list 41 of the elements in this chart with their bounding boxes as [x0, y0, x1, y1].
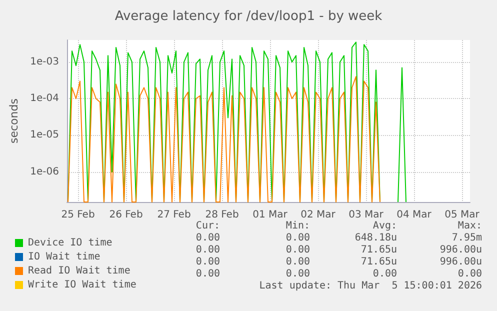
text: Min:: [286, 220, 310, 232]
x-tick-label: 28 Feb: [205, 210, 239, 220]
text: 996.00u: [440, 244, 482, 256]
text: 0.00: [286, 244, 310, 256]
x-tick-label: 25 Feb: [61, 210, 95, 220]
x-tick-label: 27 Feb: [157, 210, 191, 220]
x-tick-label: 05 Mar: [444, 210, 480, 220]
x-tick-label: 03 Mar: [348, 210, 384, 220]
text: 996.00u: [440, 256, 482, 268]
text: 0.00: [458, 268, 482, 280]
text: 0.00: [286, 256, 310, 268]
text: Cur:: [196, 220, 220, 232]
x-tick-label: 02 Mar: [300, 210, 336, 220]
text: 0.00: [286, 268, 310, 280]
text: 648.18u: [354, 232, 398, 244]
text: 0.00: [196, 256, 220, 268]
x-tick-label: 26 Feb: [109, 210, 143, 220]
legend-label: Device IO time: [28, 238, 112, 248]
y-tick-label: 1e-06: [30, 166, 59, 178]
text: Max:: [458, 220, 482, 232]
text: Last update: Thu Mar 5 15:00:01 2026: [259, 280, 482, 292]
y-axis-title: seconds: [7, 98, 20, 144]
text: 71.65u: [360, 244, 397, 256]
text: 0.00: [196, 268, 220, 280]
text: 0.00: [372, 268, 398, 280]
x-tick-label: 01 Mar: [252, 210, 288, 220]
line-series: [68, 76, 380, 202]
legend-label: Write IO Wait time: [28, 280, 136, 290]
text: 7.95m: [452, 232, 482, 244]
legend-label: IO Wait time: [28, 252, 100, 262]
text: 71.65u: [360, 256, 397, 268]
text: 0.00: [196, 244, 220, 256]
y-tick-label: 1e-04: [30, 93, 59, 104]
y-tick-label: 1e-05: [30, 130, 59, 141]
y-tick-label: 1e-03: [30, 56, 59, 68]
text: 0.00: [196, 232, 220, 244]
text: Avg:: [372, 220, 398, 232]
x-tick-label: 04 Mar: [396, 210, 432, 220]
chart-title: Average latency for /dev/loop1 - by week: [114, 9, 383, 24]
text: 0.00: [286, 232, 310, 244]
legend-label: Read IO Wait time: [28, 266, 130, 276]
